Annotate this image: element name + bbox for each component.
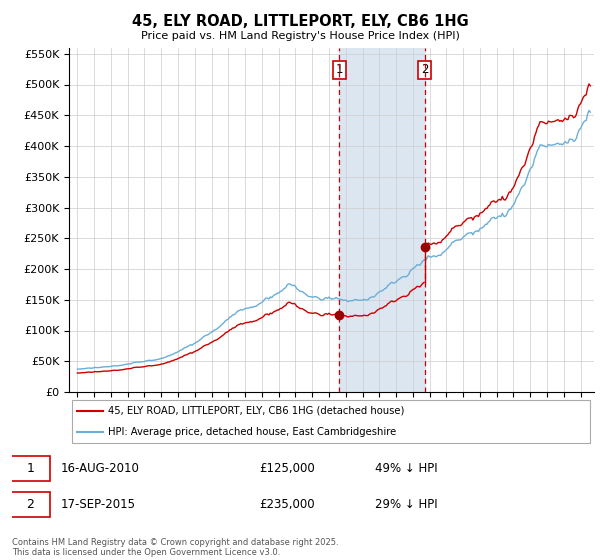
Bar [340,48,425,392]
Text: Contains HM Land Registry data © Crown copyright and database right 2025.
This d: Contains HM Land Registry data © Crown c… [12,538,338,557]
Text: 45, ELY ROAD, LITTLEPORT, ELY, CB6 1HG (detached house): 45, ELY ROAD, LITTLEPORT, ELY, CB6 1HG (… [109,406,405,416]
Text: 49% ↓ HPI: 49% ↓ HPI [375,462,437,475]
FancyBboxPatch shape [11,456,50,480]
Text: 29% ↓ HPI: 29% ↓ HPI [375,498,437,511]
Text: 16-AUG-2010: 16-AUG-2010 [61,462,140,475]
Text: 17-SEP-2015: 17-SEP-2015 [61,498,136,511]
Text: 2: 2 [421,63,428,77]
Text: £125,000: £125,000 [260,462,316,475]
Text: HPI: Average price, detached house, East Cambridgeshire: HPI: Average price, detached house, East… [109,427,397,437]
Text: 2: 2 [26,498,34,511]
Text: 1: 1 [26,462,34,475]
Text: Price paid vs. HM Land Registry's House Price Index (HPI): Price paid vs. HM Land Registry's House … [140,31,460,41]
FancyBboxPatch shape [71,399,590,444]
FancyBboxPatch shape [11,492,50,517]
Text: 1: 1 [336,63,343,77]
Text: £235,000: £235,000 [260,498,316,511]
Text: 45, ELY ROAD, LITTLEPORT, ELY, CB6 1HG: 45, ELY ROAD, LITTLEPORT, ELY, CB6 1HG [131,14,469,29]
